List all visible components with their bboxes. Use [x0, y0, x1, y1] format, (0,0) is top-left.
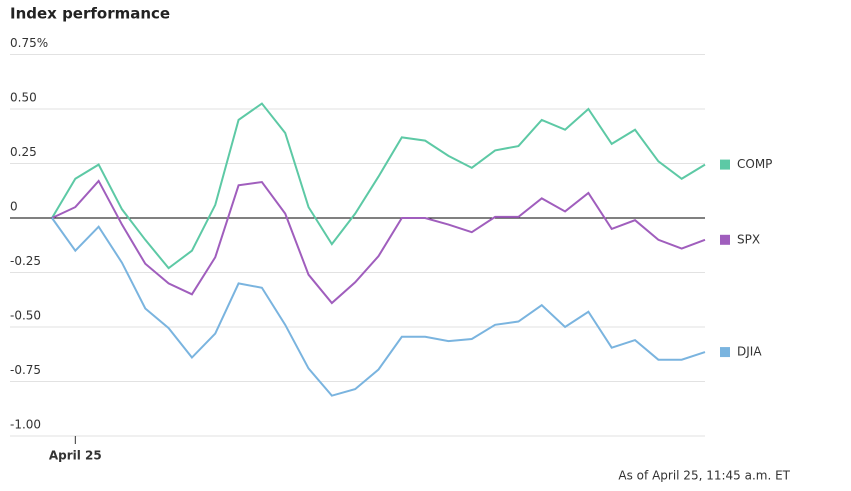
y-tick-label: 0 [10, 200, 18, 214]
y-tick-label: -1.00 [10, 418, 41, 432]
line-series [51, 179, 706, 305]
y-tick-label: -0.75 [10, 363, 41, 377]
y-tick-label: -0.50 [10, 309, 41, 323]
line-series [51, 102, 706, 270]
legend-label: COMP [737, 157, 772, 171]
legend-label: DJIA [737, 345, 762, 359]
x-tick-label: April 25 [49, 449, 102, 463]
y-tick-label: 0.50 [10, 91, 37, 105]
chart-title: Index performance [10, 5, 170, 23]
footnote: As of April 25, 11:45 a.m. ET [618, 469, 790, 483]
legend-label: SPX [737, 232, 760, 246]
y-tick-label: -0.25 [10, 254, 41, 268]
legend-swatch [720, 347, 730, 358]
y-tick-label: 0.75% [10, 36, 48, 50]
legend-swatch [720, 159, 730, 170]
y-tick-label: 0.25 [10, 145, 37, 159]
legend-swatch [720, 234, 730, 245]
line-series [51, 217, 706, 397]
